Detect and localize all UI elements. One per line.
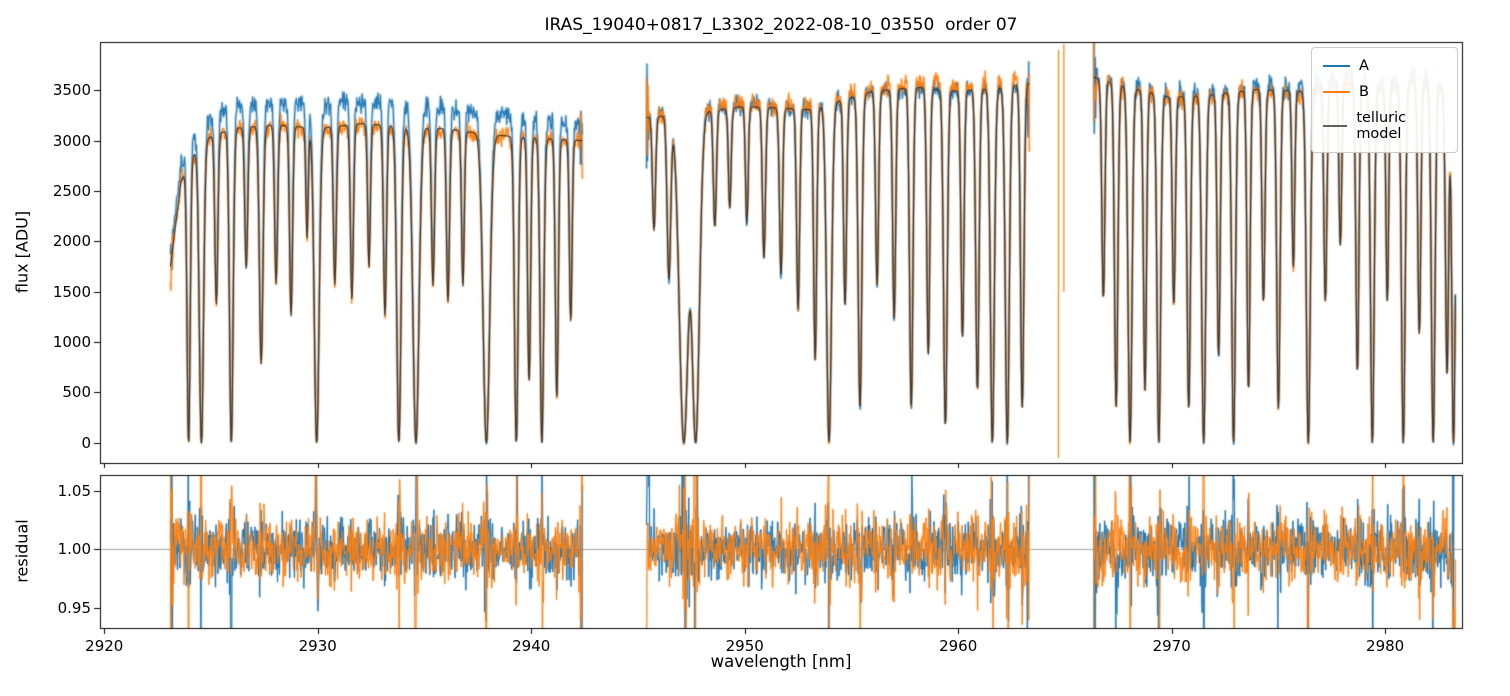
legend-line-swatch: [1323, 125, 1348, 127]
legend-line-swatch: [1323, 65, 1350, 67]
flux-axis-label: flux [ADU]: [12, 210, 32, 294]
legend-label: telluric model: [1356, 110, 1407, 142]
legend-label: A: [1359, 58, 1369, 74]
legend-entry: telluric model: [1323, 110, 1446, 142]
legend-entry: A: [1323, 58, 1446, 74]
legend-line-swatch: [1323, 91, 1350, 93]
legend-entry: B: [1323, 84, 1446, 100]
residual-axis-label: residual: [12, 519, 32, 583]
x-axis-label: wavelength [nm]: [710, 652, 852, 671]
chart-title: IRAS_19040+0817_L3302_2022-08-10_03550 o…: [544, 15, 1018, 35]
legend-label: B: [1359, 84, 1369, 100]
